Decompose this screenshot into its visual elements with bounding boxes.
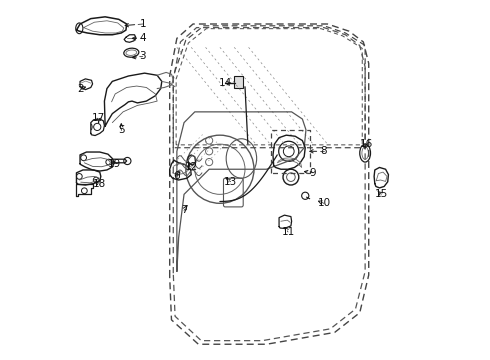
FancyBboxPatch shape	[234, 76, 243, 88]
Text: 7: 7	[181, 206, 187, 216]
Text: 3: 3	[140, 51, 146, 61]
Text: 15: 15	[375, 189, 388, 199]
Text: 18: 18	[93, 179, 106, 189]
Text: 1: 1	[140, 19, 146, 29]
Text: 6: 6	[173, 171, 180, 181]
Text: 10: 10	[318, 198, 330, 208]
Text: 8: 8	[320, 146, 327, 156]
Text: 13: 13	[224, 177, 237, 187]
Text: 14: 14	[219, 78, 232, 88]
Text: 5: 5	[118, 125, 124, 135]
Text: 9: 9	[310, 168, 317, 178]
Text: 4: 4	[140, 33, 146, 43]
Text: 11: 11	[281, 227, 294, 237]
Text: 19: 19	[108, 159, 122, 169]
Text: 17: 17	[92, 113, 105, 123]
Text: 2: 2	[77, 84, 84, 94]
Text: 12: 12	[185, 162, 198, 172]
Text: 16: 16	[360, 139, 373, 149]
